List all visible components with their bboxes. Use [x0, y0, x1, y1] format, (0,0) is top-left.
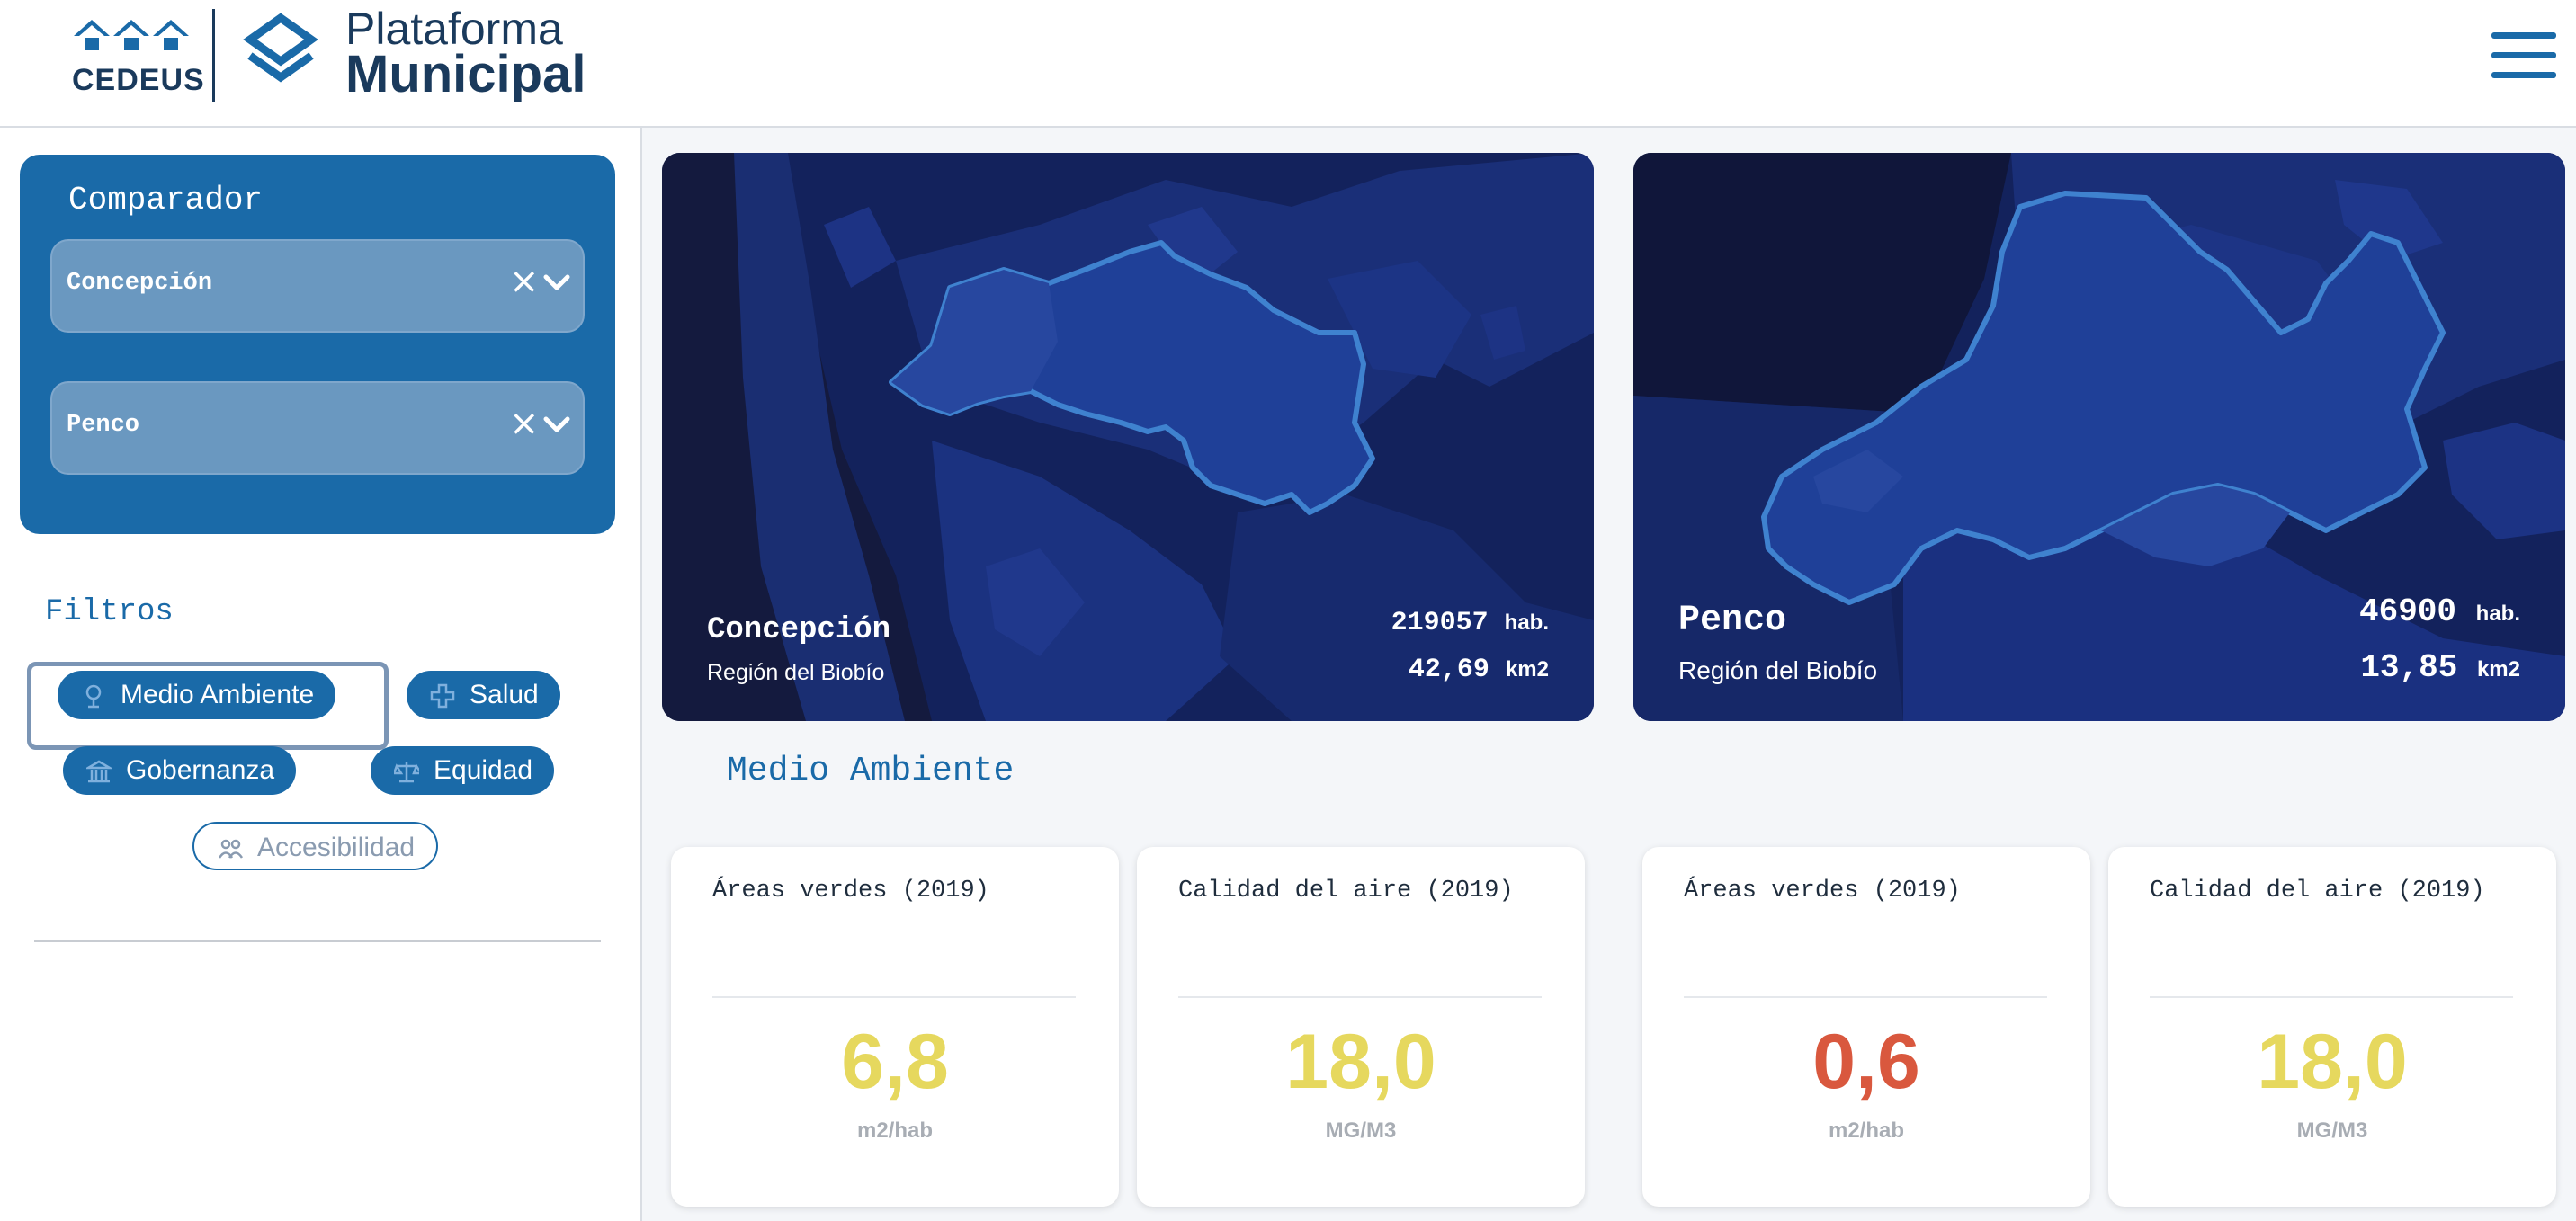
select-value: Penco — [67, 412, 140, 439]
comparador-title: Comparador — [68, 182, 264, 218]
area-stat: 42,69 km2 — [1409, 655, 1549, 685]
municipality-name: Penco — [1678, 601, 1787, 641]
municipality-select-1[interactable]: Concepción × — [50, 239, 585, 333]
card-divider — [2150, 996, 2513, 998]
indicator-card-areas-verdes-penco[interactable]: Áreas verdes (2019) 0,6 m2/hab — [1642, 847, 2090, 1207]
region-name: Región del Biobío — [707, 660, 885, 685]
filter-label: Gobernanza — [126, 755, 275, 785]
clear-icon[interactable]: × — [509, 403, 540, 444]
card-divider — [712, 996, 1076, 998]
indicator-card-areas-verdes-concepcion[interactable]: Áreas verdes (2019) 6,8 m2/hab — [671, 847, 1119, 1207]
area-stat: 13,85 km2 — [2360, 649, 2520, 686]
population-value: 219057 — [1391, 608, 1489, 638]
chevron-down-icon[interactable] — [543, 273, 570, 293]
indicator-title: Áreas verdes (2019) — [1684, 878, 1961, 905]
indicator-value: 6,8 — [841, 1019, 949, 1105]
population-stat: 46900 hab. — [2359, 593, 2520, 630]
building-icon — [86, 760, 112, 783]
logo-divider — [212, 9, 215, 102]
sidebar: Comparador Concepción × Penco × Filtros … — [0, 128, 642, 1221]
plataforma-municipal-logo-icon[interactable] — [239, 13, 322, 90]
area-value: 13,85 — [2360, 649, 2458, 686]
municipality-map[interactable] — [1633, 153, 2565, 721]
scale-icon — [394, 762, 419, 783]
filter-label: Equidad — [434, 755, 533, 785]
filter-accesibilidad[interactable]: Accesibilidad — [192, 822, 439, 870]
indicator-unit: m2/hab — [1828, 1119, 1905, 1143]
municipality-name: Concepción — [707, 613, 891, 647]
filtros-title: Filtros — [45, 595, 174, 629]
indicator-value: 0,6 — [1812, 1019, 1920, 1105]
cedeus-logo[interactable]: CEDEUS — [72, 16, 205, 99]
clear-icon[interactable]: × — [509, 261, 540, 302]
area-unit: km2 — [1505, 657, 1549, 682]
comparador-panel: Comparador Concepción × Penco × — [20, 155, 615, 534]
brand-line-2: Municipal — [345, 45, 586, 103]
filter-label: Accesibilidad — [257, 833, 416, 862]
population-stat: 219057 hab. — [1391, 608, 1549, 638]
population-unit: hab. — [1504, 610, 1549, 635]
select-value: Concepción — [67, 270, 213, 297]
chevron-down-icon[interactable] — [543, 415, 570, 435]
municipality-map[interactable] — [662, 153, 1594, 721]
area-unit: km2 — [2476, 657, 2520, 682]
indicator-unit: MG/M3 — [1325, 1119, 1397, 1143]
indicator-title: Calidad del aire (2019) — [1178, 878, 1514, 905]
map-card-concepcion[interactable]: Concepción Región del Biobío 219057 hab.… — [662, 153, 1594, 721]
brand-line-1: Plataforma — [345, 4, 563, 54]
people-icon — [218, 839, 243, 859]
sidebar-divider — [34, 940, 601, 942]
map-card-penco[interactable]: Penco Región del Biobío 46900 hab. 13,85… — [1633, 153, 2565, 721]
municipality-select-2[interactable]: Penco × — [50, 381, 585, 475]
filter-gobernanza[interactable]: Gobernanza — [63, 746, 297, 795]
card-divider — [1178, 996, 1542, 998]
indicator-title: Calidad del aire (2019) — [2150, 878, 2485, 905]
indicator-title: Áreas verdes (2019) — [712, 878, 989, 905]
region-name: Región del Biobío — [1678, 656, 1878, 684]
filter-label: Salud — [470, 680, 539, 709]
card-divider — [1684, 996, 2047, 998]
filter-label: Medio Ambiente — [121, 680, 315, 709]
health-cross-icon — [430, 683, 455, 709]
population-unit: hab. — [2475, 602, 2520, 626]
indicator-card-calidad-aire-concepcion[interactable]: Calidad del aire (2019) 18,0 MG/M3 — [1137, 847, 1585, 1207]
tree-icon — [85, 684, 102, 709]
indicator-card-calidad-aire-penco[interactable]: Calidad del aire (2019) 18,0 MG/M3 — [2108, 847, 2556, 1207]
top-header: CEDEUS Plataforma Municipal — [0, 0, 2576, 128]
indicator-unit: MG/M3 — [2296, 1119, 2368, 1143]
hamburger-menu-icon[interactable] — [2491, 31, 2556, 81]
indicator-value: 18,0 — [1285, 1019, 1436, 1105]
indicator-unit: m2/hab — [856, 1119, 934, 1143]
section-title: Medio Ambiente — [727, 752, 1015, 790]
filter-medio-ambiente[interactable]: Medio Ambiente — [58, 671, 336, 719]
area-value: 42,69 — [1408, 655, 1489, 685]
filter-equidad[interactable]: Equidad — [371, 746, 555, 795]
cedeus-houses-icon — [74, 20, 189, 50]
cedeus-wordmark: CEDEUS — [72, 63, 205, 97]
population-value: 46900 — [2359, 593, 2457, 630]
indicator-value: 18,0 — [2257, 1019, 2408, 1105]
filter-salud[interactable]: Salud — [407, 671, 560, 719]
